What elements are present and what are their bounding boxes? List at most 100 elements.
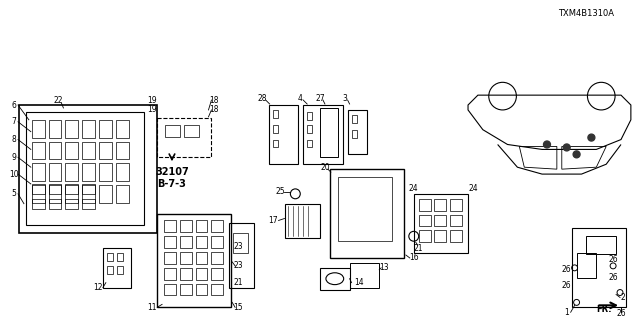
Text: 22: 22 — [54, 96, 63, 105]
Text: 10: 10 — [9, 170, 19, 179]
Text: 6: 6 — [12, 100, 17, 109]
Bar — [65, 184, 78, 194]
Text: TXM4B1310A: TXM4B1310A — [559, 9, 614, 18]
Circle shape — [563, 144, 570, 151]
Bar — [82, 199, 95, 209]
Bar — [32, 185, 45, 203]
Bar — [303, 105, 342, 164]
Text: 21: 21 — [414, 244, 424, 252]
Bar — [82, 120, 95, 138]
Text: 32107: 32107 — [155, 167, 189, 177]
Text: 5: 5 — [12, 189, 17, 198]
Bar — [273, 125, 278, 133]
Text: 15: 15 — [233, 303, 243, 312]
Bar — [82, 184, 95, 194]
Bar — [338, 177, 392, 241]
Text: 7: 7 — [12, 117, 17, 126]
Bar — [32, 141, 45, 159]
Text: 11: 11 — [147, 303, 157, 312]
Bar — [164, 268, 176, 280]
Text: 24: 24 — [409, 184, 419, 193]
Text: 20: 20 — [320, 163, 330, 172]
Bar — [211, 284, 223, 295]
Bar — [99, 120, 112, 138]
Bar — [49, 185, 61, 203]
Bar — [330, 169, 404, 258]
Bar — [351, 130, 356, 138]
Text: 26: 26 — [608, 255, 618, 264]
Bar — [157, 118, 211, 157]
Bar — [82, 185, 95, 203]
Bar — [32, 184, 45, 194]
Text: 14: 14 — [355, 278, 364, 287]
Bar — [451, 199, 462, 211]
Bar — [320, 268, 349, 290]
Text: 1: 1 — [564, 308, 569, 317]
Text: 24: 24 — [468, 184, 478, 193]
Bar — [65, 120, 78, 138]
Bar — [49, 184, 61, 194]
Bar — [307, 140, 312, 148]
Bar — [164, 252, 176, 264]
Bar — [180, 220, 192, 232]
Bar — [229, 223, 254, 288]
Bar — [49, 141, 61, 159]
Text: 26: 26 — [616, 309, 626, 318]
Bar — [49, 120, 61, 138]
Text: 23: 23 — [233, 242, 243, 251]
Bar — [211, 236, 223, 248]
Bar — [196, 268, 207, 280]
Text: 19: 19 — [147, 106, 157, 115]
Bar — [419, 214, 431, 226]
Bar — [19, 105, 157, 233]
Bar — [157, 213, 231, 307]
Bar — [435, 214, 446, 226]
Bar — [320, 108, 338, 157]
Bar — [116, 253, 123, 261]
Bar — [196, 284, 207, 295]
Bar — [196, 252, 207, 264]
Bar — [273, 140, 278, 148]
Circle shape — [573, 151, 580, 158]
Text: 9: 9 — [12, 153, 17, 162]
Bar — [116, 266, 123, 274]
Text: 3: 3 — [342, 94, 347, 103]
Text: 26: 26 — [562, 281, 572, 290]
Bar — [82, 141, 95, 159]
Bar — [116, 163, 129, 181]
Text: 13: 13 — [380, 263, 389, 272]
Bar — [269, 105, 298, 164]
Text: 21: 21 — [234, 278, 243, 287]
Text: 8: 8 — [12, 135, 17, 144]
Bar — [49, 163, 61, 181]
Text: 23: 23 — [233, 261, 243, 270]
Bar — [419, 199, 431, 211]
Bar — [165, 125, 180, 137]
Bar — [116, 120, 129, 138]
Bar — [32, 163, 45, 181]
Bar — [413, 194, 468, 253]
Text: 26: 26 — [608, 273, 618, 282]
Bar — [49, 199, 61, 209]
Bar — [99, 185, 112, 203]
Bar — [307, 112, 312, 120]
Bar — [65, 185, 78, 203]
Bar — [348, 110, 367, 154]
Bar — [196, 236, 207, 248]
Bar — [107, 253, 113, 261]
Text: 12: 12 — [93, 283, 102, 292]
Bar — [65, 141, 78, 159]
Text: 4: 4 — [298, 94, 303, 103]
Bar — [273, 110, 278, 118]
Text: 19: 19 — [147, 96, 157, 105]
Bar — [103, 248, 131, 288]
Bar — [586, 236, 616, 254]
Bar — [451, 230, 462, 242]
Text: 27: 27 — [315, 94, 325, 103]
Bar — [572, 228, 626, 307]
Text: 25: 25 — [276, 187, 285, 196]
Bar — [184, 125, 198, 137]
Text: 28: 28 — [257, 94, 266, 103]
Text: 18: 18 — [210, 106, 219, 115]
Bar — [435, 230, 446, 242]
